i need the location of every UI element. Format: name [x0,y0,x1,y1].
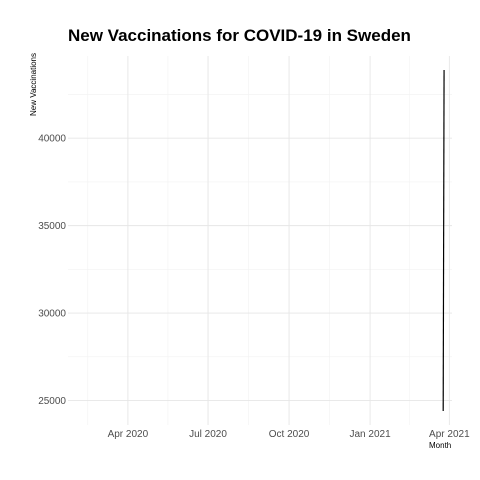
x-tick-label: Apr 2021 [429,429,470,440]
x-tick-label: Jul 2020 [189,429,227,440]
chart-title: New Vaccinations for COVID-19 in Sweden [68,26,411,45]
y-tick-label: 25000 [38,396,66,407]
x-tick-label: Apr 2020 [108,429,149,440]
grid-lines [68,56,452,425]
series-line [442,69,445,412]
y-tick-labels: 25000 30000 35000 40000 [38,134,66,407]
y-tick-label: 30000 [38,309,66,320]
y-tick-label: 35000 [38,221,66,232]
y-tick-label: 40000 [38,134,66,145]
x-tick-label: Oct 2020 [269,429,310,440]
x-tick-label: Jan 2021 [350,429,392,440]
series-layer [442,69,445,412]
x-axis-title: Month [429,441,451,450]
x-tick-labels: Apr 2020 Jul 2020 Oct 2020 Jan 2021 Apr 2021 [108,429,470,440]
y-axis-title: New Vaccinations [29,53,38,116]
